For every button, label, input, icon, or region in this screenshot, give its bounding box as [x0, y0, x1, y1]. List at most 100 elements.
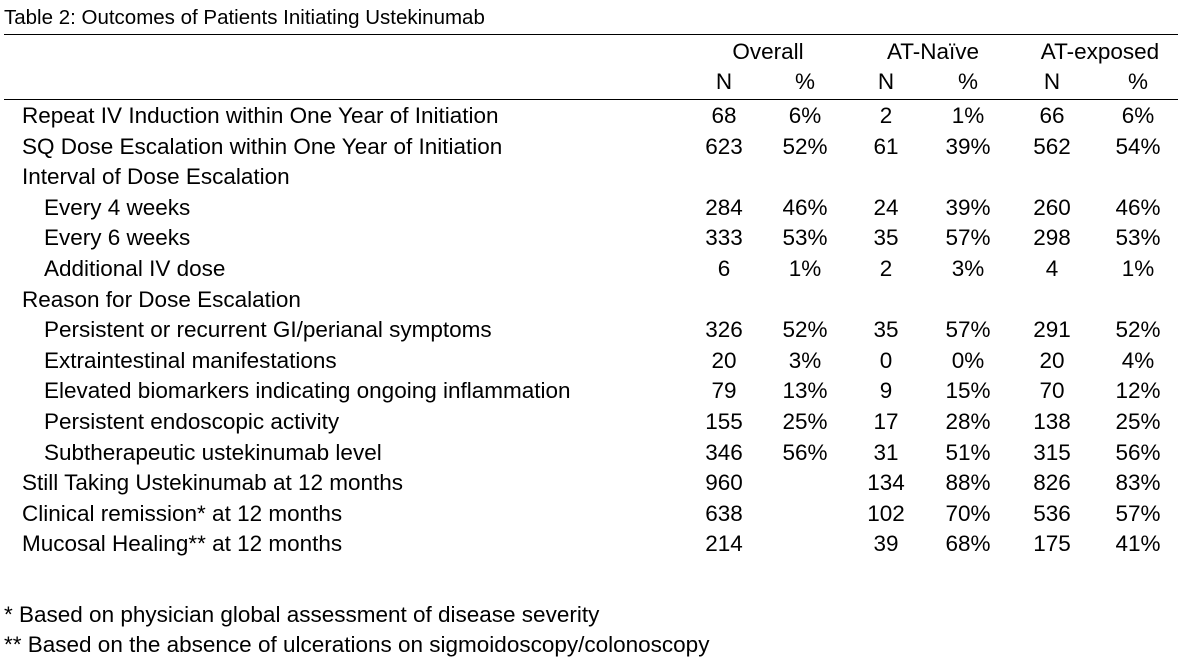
cell-overall-n: 214	[705, 531, 743, 557]
cell-at-naive-n: 39	[873, 531, 899, 557]
row-label: SQ Dose Escalation within One Year of In…	[22, 133, 503, 159]
table-row: Every 6 weeks 333 53% 35 57% 298 53%	[0, 223, 1197, 253]
table-row: Clinical remission* at 12 months 638 102 70…	[0, 499, 1197, 529]
cell-at-naive-pct: 70%	[945, 500, 991, 526]
cell-at-naive-n: 61	[873, 133, 899, 159]
cell-overall-pct: 46%	[782, 194, 828, 220]
cell-at-naive-n: 35	[873, 225, 899, 251]
cell-at-exposed-pct: 12%	[1115, 378, 1161, 404]
row-label: Still Taking Ustekinumab at 12 months	[22, 470, 404, 496]
row-label: Mucosal Healing** at 12 months	[22, 531, 343, 557]
subheader-at-exposed-n: N	[1043, 69, 1061, 94]
cell-at-exposed-pct: 4%	[1121, 347, 1155, 373]
cell-at-naive-n: 2	[879, 256, 893, 281]
table-row: Persistent endoscopic activity 155 25% 17 28…	[0, 407, 1197, 437]
cell-overall-n: 6	[717, 256, 731, 281]
cell-overall-n: 284	[705, 194, 743, 220]
cell-overall-pct: 1%	[788, 256, 822, 281]
table-row: Additional IV dose 6 1% 2 3% 4 1%	[0, 254, 1197, 284]
table-row: Subtherapeutic ustekinumab level 346 56% 31…	[0, 438, 1197, 468]
subheader-overall-pct: %	[794, 69, 815, 94]
row-label-indented: Every 4 weeks	[44, 194, 191, 220]
group-header-overall: Overall	[732, 39, 804, 64]
cell-overall-n: 333	[705, 225, 743, 251]
cell-overall-n: 623	[705, 133, 743, 159]
cell-overall-pct: 3%	[788, 347, 822, 373]
cell-at-exposed-n: 291	[1033, 317, 1071, 343]
row-label-indented: Every 6 weeks	[44, 225, 191, 251]
cell-overall-n: 155	[705, 409, 743, 434]
table-caption: Table 2: Outcomes of Patients Initiating…	[4, 6, 485, 29]
cell-overall-n: 346	[705, 439, 743, 465]
footnote-1: * Based on physician global assessment o…	[4, 602, 600, 627]
cell-at-exposed-n: 138	[1033, 409, 1071, 434]
cell-at-exposed-n: 536	[1033, 500, 1071, 526]
table-row: SQ Dose Escalation within One Year of In…	[0, 132, 1197, 162]
cell-at-exposed-pct: 57%	[1115, 500, 1161, 526]
cell-at-naive-n: 24	[873, 194, 899, 220]
table-row: Interval of Dose Escalation	[0, 162, 1197, 192]
cell-at-naive-n: 35	[873, 317, 899, 343]
cell-at-exposed-n: 826	[1033, 470, 1071, 496]
cell-at-naive-n: 0	[879, 347, 893, 373]
cell-at-exposed-pct: 56%	[1115, 439, 1161, 465]
cell-at-exposed-pct: 6%	[1121, 103, 1155, 128]
cell-at-exposed-n: 562	[1033, 133, 1071, 159]
row-label-indented: Additional IV dose	[44, 256, 226, 281]
table-row: Persistent or recurrent GI/perianal symp…	[0, 315, 1197, 345]
row-label-indented: Elevated biomarkers indicating ongoing i…	[44, 378, 571, 404]
cell-overall-pct: 52%	[782, 133, 828, 159]
cell-overall-pct: 56%	[782, 439, 828, 465]
cell-overall-pct: 25%	[782, 409, 828, 434]
cell-overall-n: 326	[705, 317, 743, 343]
cell-overall-n: 960	[705, 470, 743, 496]
cell-at-exposed-n: 70	[1039, 378, 1065, 404]
cell-overall-n: 20	[711, 347, 737, 373]
row-label: Interval of Dose Escalation	[22, 164, 290, 190]
cell-at-naive-pct: 3%	[951, 256, 985, 281]
cell-at-exposed-pct: 46%	[1115, 194, 1161, 220]
cell-at-exposed-n: 175	[1033, 531, 1071, 557]
cell-overall-n: 68	[711, 103, 737, 128]
cell-at-exposed-n: 20	[1039, 347, 1065, 373]
cell-at-exposed-pct: 1%	[1121, 256, 1155, 281]
cell-at-naive-pct: 0%	[951, 347, 985, 373]
footnotes: * Based on physician global assessment o…	[4, 600, 709, 660]
subheader-at-naive-n: N	[877, 69, 895, 94]
table-row: Reason for Dose Escalation	[0, 285, 1197, 315]
cell-overall-n: 638	[705, 500, 743, 526]
cell-overall-n: 79	[711, 378, 737, 404]
row-label: Repeat IV Induction within One Year of I…	[22, 103, 499, 128]
cell-overall-pct: 53%	[782, 225, 828, 251]
cell-overall-pct: 13%	[782, 378, 828, 404]
cell-at-naive-pct: 28%	[945, 409, 991, 434]
table-row: Still Taking Ustekinumab at 12 months 960…	[0, 468, 1197, 498]
cell-at-naive-pct: 68%	[945, 531, 991, 557]
row-label-indented: Subtherapeutic ustekinumab level	[44, 439, 382, 465]
cell-at-exposed-pct: 54%	[1115, 133, 1161, 159]
row-label: Clinical remission* at 12 months	[22, 500, 343, 526]
cell-at-naive-n: 9	[879, 378, 893, 404]
group-header-at-naive: AT-Naïve	[886, 39, 980, 64]
subheader-at-naive-pct: %	[957, 69, 978, 94]
cell-at-naive-pct: 15%	[945, 378, 991, 404]
subheader-overall-n: N	[715, 69, 733, 94]
cell-at-exposed-n: 315	[1033, 439, 1071, 465]
cell-overall-pct: 52%	[782, 317, 828, 343]
cell-at-naive-pct: 39%	[945, 194, 991, 220]
cell-at-exposed-n: 66	[1039, 103, 1065, 128]
subheader-row: N % N % N %	[0, 67, 1197, 97]
cell-at-naive-n: 134	[867, 470, 905, 496]
row-label-indented: Persistent or recurrent GI/perianal symp…	[44, 317, 492, 343]
cell-at-exposed-pct: 25%	[1115, 409, 1161, 434]
group-header-row: Overall AT-Naïve AT-exposed	[0, 37, 1197, 67]
cell-at-naive-pct: 1%	[951, 103, 985, 128]
table-row: Mucosal Healing** at 12 months 214 39 68% 17…	[0, 529, 1197, 559]
cell-at-naive-pct: 57%	[945, 317, 991, 343]
cell-at-naive-pct: 57%	[945, 225, 991, 251]
cell-at-exposed-n: 4	[1045, 256, 1059, 281]
cell-at-exposed-n: 260	[1033, 194, 1071, 220]
subheader-at-exposed-pct: %	[1127, 69, 1148, 94]
row-label: Reason for Dose Escalation	[22, 286, 301, 312]
